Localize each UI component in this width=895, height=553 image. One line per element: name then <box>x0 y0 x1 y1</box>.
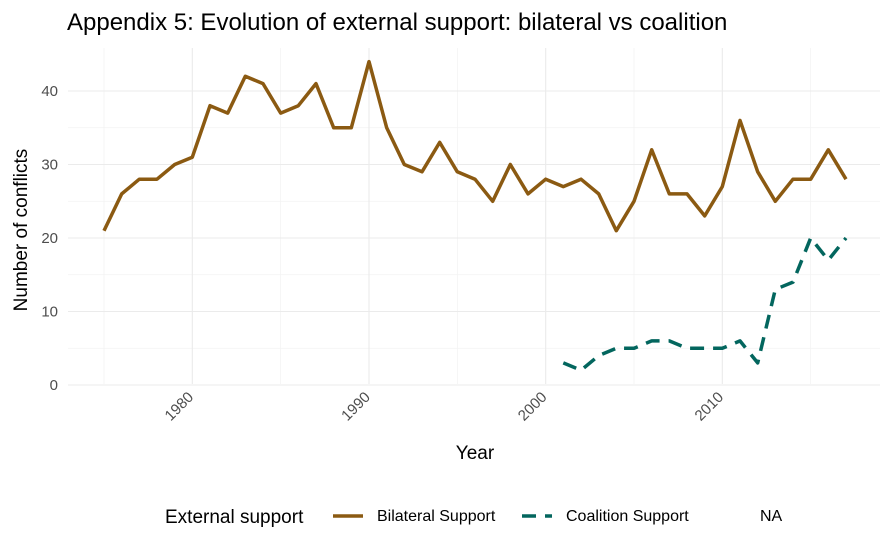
legend-title: External support <box>165 507 304 528</box>
series-line-bilateral <box>102 59 848 233</box>
y-tick-label: 0 <box>50 377 58 394</box>
y-tick-label: 40 <box>41 83 58 100</box>
x-tick-label: 2000 <box>515 389 551 425</box>
x-tick-label: 2010 <box>692 389 728 425</box>
legend-label-bilateral: Bilateral Support <box>377 508 496 525</box>
y-tick-label: 20 <box>41 230 58 247</box>
chart-title: Appendix 5: Evolution of external suppor… <box>67 9 727 36</box>
x-tick-labels: 1980 1990 2000 2010 <box>162 389 728 425</box>
y-axis-title: Number of conflicts <box>11 149 32 312</box>
x-axis-title: Year <box>456 443 495 464</box>
grid <box>68 48 880 386</box>
legend-label-coalition: Coalition Support <box>566 508 689 525</box>
y-tick-label: 10 <box>41 304 58 321</box>
x-tick-label: 1980 <box>162 389 198 425</box>
y-tick-label: 30 <box>41 157 58 174</box>
x-tick-label: 1990 <box>338 389 374 425</box>
legend-label-na: NA <box>760 508 783 525</box>
y-tick-labels: 0 10 20 30 40 <box>41 83 58 394</box>
series-line-coalition <box>562 236 848 373</box>
series-layer <box>102 59 848 373</box>
legend: External support Bilateral Support Coali… <box>165 507 783 528</box>
